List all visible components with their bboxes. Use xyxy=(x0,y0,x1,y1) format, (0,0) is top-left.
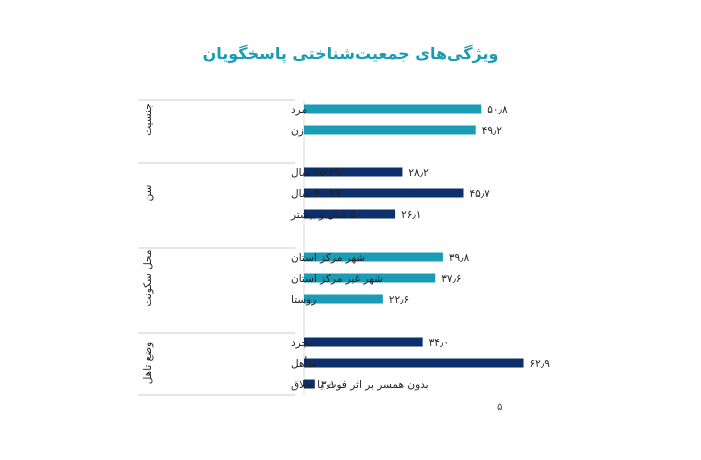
category-label: ۱۵-۲۹ سال xyxy=(291,167,341,179)
bar xyxy=(304,273,436,283)
bar xyxy=(304,125,476,135)
category-label: مرد xyxy=(291,104,307,116)
category-label: متأهل xyxy=(291,356,316,370)
group-label: جنسیت xyxy=(142,103,154,136)
data-label: ۵۰٫۸ xyxy=(487,104,508,116)
bar xyxy=(304,379,315,389)
category-label: شهر مرکز استان xyxy=(291,252,365,264)
bar xyxy=(304,252,443,262)
category-label: شهر غیر مرکز استان xyxy=(291,273,383,285)
category-label: بدون همسر بر اثر فوت یا طلاق xyxy=(291,379,429,391)
data-label: ۳۷٫۶ xyxy=(441,273,461,285)
chart-title: ویژگی‌های جمعیت‌شناختی پاسخگویان xyxy=(202,44,499,63)
data-label: ۴۵٫۷ xyxy=(469,188,490,200)
category-label: ۳۰-۴۹ سال xyxy=(291,188,341,200)
page-number: ۵ xyxy=(497,402,503,413)
group-label: محل سکونت xyxy=(142,250,154,307)
bar xyxy=(304,337,423,347)
bar xyxy=(304,358,524,368)
data-label: ۲۸٫۲ xyxy=(408,167,429,179)
category-label: روستا xyxy=(291,294,316,306)
data-label: ۳٫۱ xyxy=(321,379,336,391)
bar xyxy=(304,209,396,219)
data-label: ۲۲٫۶ xyxy=(389,294,409,306)
category-label: زن xyxy=(291,125,304,137)
bar xyxy=(304,294,383,304)
group-label: سن xyxy=(142,185,154,202)
data-label: ۳۹٫۸ xyxy=(449,252,470,264)
bar xyxy=(304,104,482,114)
data-label: ۶۲٫۹ xyxy=(530,358,551,370)
data-label: ۲۶٫۱ xyxy=(401,209,421,221)
data-label: ۳۴٫۰ xyxy=(429,337,449,349)
category-label: مجرد xyxy=(291,337,314,349)
bar xyxy=(304,167,403,177)
category-label: ۵۰ سال و بیشتر xyxy=(290,209,361,221)
data-label: ۴۹٫۲ xyxy=(482,125,503,137)
bar xyxy=(304,188,464,198)
group-label: وضع تاهل xyxy=(142,342,154,385)
